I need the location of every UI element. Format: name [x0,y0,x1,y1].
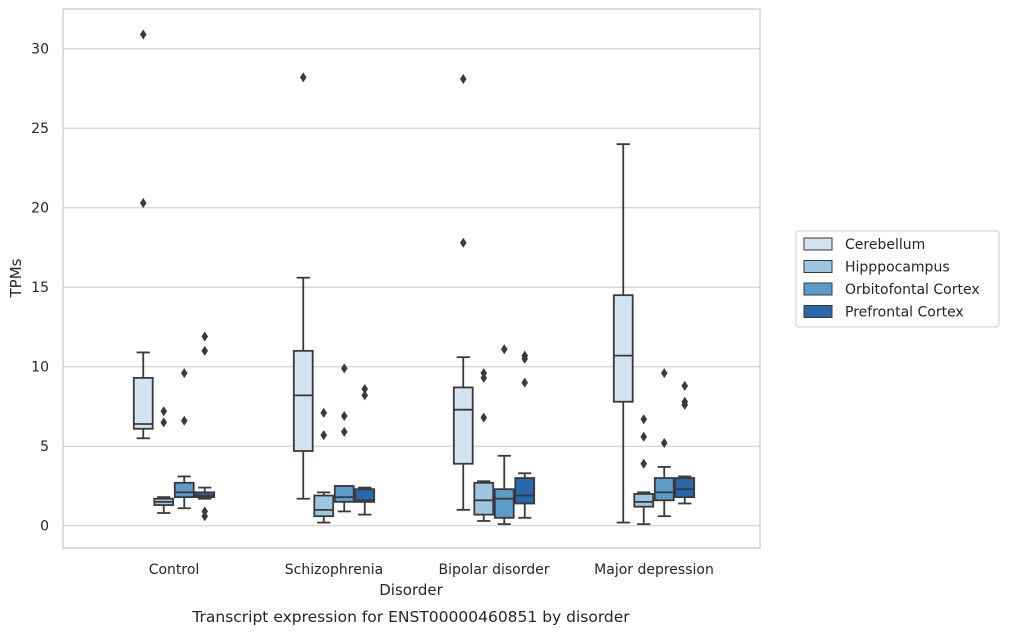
outlier-point [361,384,369,395]
outlier-point [201,345,209,356]
gridlines [63,48,760,527]
y-tick-label: 5 [40,439,49,455]
outlier-point [139,29,147,40]
box-plot-item [612,143,634,524]
box-plot-item [493,344,515,526]
box-plot-item [194,331,216,522]
legend-label: Prefrontal Cortex [845,305,964,321]
legend-swatch [803,305,833,318]
box-plot-item [313,407,335,524]
chart-caption: Transcript expression for ENST0000046085… [191,608,630,626]
outlier-point [180,415,188,426]
outlier-point [180,368,188,379]
box-iqr [612,294,634,403]
outlier-point [459,73,467,84]
box-plot-item [674,380,696,505]
x-tick-label: Major depression [594,562,714,578]
outlier-point [521,350,529,361]
box-iqr [633,493,655,508]
outlier-point [521,377,529,388]
box-iqr [313,494,335,518]
legend-swatch [803,237,833,251]
box-plot-item [452,73,474,511]
x-axis-label: Disorder [379,581,443,599]
box-iqr [493,488,515,519]
boxes-layer [132,29,696,526]
box-iqr [333,485,355,503]
outlier-point [201,331,209,342]
y-tick-label: 30 [31,42,49,58]
outlier-point [361,390,369,401]
outlier-point [320,430,328,441]
legend-label: Cerebellum [845,237,925,253]
outlier-point [340,363,348,374]
box-iqr [452,386,474,465]
y-axis-label: TPMs [7,258,25,298]
y-tick-label: 0 [40,519,49,535]
box-plot-item [354,384,376,516]
box-iqr [674,477,696,499]
plot-frame [62,8,761,549]
outlier-point [459,237,467,248]
legend-label: Orbitofontal Cortex [845,282,980,298]
outlier-point [160,406,168,417]
y-tick-label: 10 [31,360,49,376]
outlier-point [681,396,689,407]
box-plot-item [333,363,355,513]
outlier-point [681,380,689,391]
y-tick-label: 20 [31,201,49,217]
outlier-point [660,368,668,379]
outlier-point [299,72,307,83]
outlier-point [340,426,348,437]
outlier-point [160,417,168,428]
x-tick-label: Control [149,562,200,578]
box-iqr [173,481,195,499]
outlier-point [320,407,328,418]
legend: Cerebellum Hipppocampus Orbitofontal Corte… [795,230,1000,328]
outlier-point [640,458,648,469]
box-plot-item [132,29,154,440]
box-iqr [514,477,536,505]
x-tick-label: Bipolar disorder [438,562,549,578]
x-tick-labels: Control Schizophrenia Bipolar disorder Majo… [149,562,714,578]
y-tick-labels: 0 5 10 15 20 25 30 [31,42,49,535]
legend-frame [795,230,1000,328]
box-iqr [653,477,675,502]
box-iqr [292,349,314,452]
legend-swatch [803,260,833,273]
box-iqr [354,488,376,503]
box-plot-item [173,368,195,510]
outlier-point [640,414,648,425]
box-plot-item [292,72,314,500]
outlier-point [660,438,668,449]
box-plot-item [514,350,536,519]
x-tick-label: Schizophrenia [285,562,383,578]
box-iqr [132,376,154,430]
outlier-point [139,197,147,208]
legend-label: Hipppocampus [845,260,950,276]
box-plot-item [653,368,675,518]
y-tick-label: 15 [31,280,49,296]
outlier-point [480,412,488,423]
outlier-point [340,411,348,422]
box-plot-item [473,368,495,522]
legend-swatch [803,282,833,296]
outlier-point [640,431,648,442]
box-plot-item [153,406,175,514]
box-iqr [473,481,495,516]
y-tick-label: 25 [31,121,49,137]
box-plot-item [633,414,655,526]
outlier-point [500,344,508,355]
outlier-point [480,368,488,379]
outlier-point [201,506,209,517]
plot-area [63,9,760,548]
